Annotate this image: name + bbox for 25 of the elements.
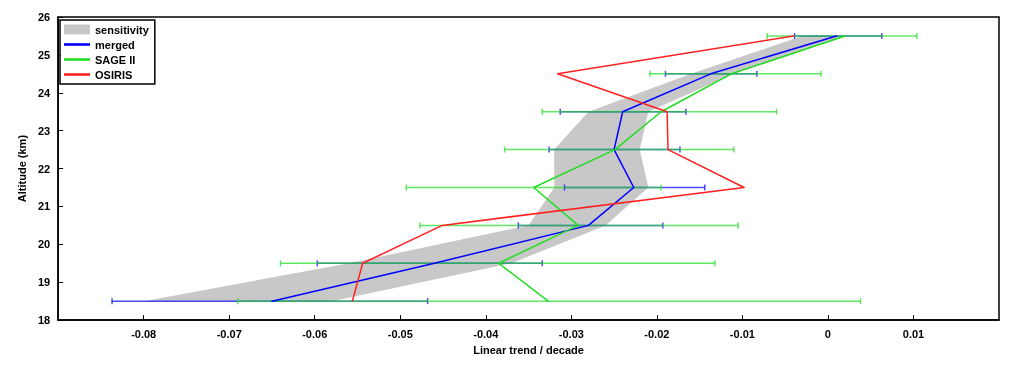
y-tick-label: 21 xyxy=(37,200,51,213)
y-tick-label: 26 xyxy=(37,11,51,23)
x-axis-title: Linear trend / decade xyxy=(473,343,584,356)
x-tick-label: -0.02 xyxy=(644,327,670,340)
y-tick-label: 18 xyxy=(37,314,51,327)
y-tick-label: 25 xyxy=(37,48,51,61)
x-tick-label: -0.06 xyxy=(302,327,328,340)
y-tick-label: 23 xyxy=(37,124,51,137)
x-tick-label: 0.01 xyxy=(902,327,925,340)
x-tick-label: -0.04 xyxy=(473,327,500,340)
y-axis-title: Altitude (km) xyxy=(15,134,28,203)
x-tick-label: -0.08 xyxy=(131,327,157,340)
x-tick-label: -0.03 xyxy=(558,327,584,340)
y-tick-label: 20 xyxy=(37,238,51,251)
legend-label: sensitivity xyxy=(95,23,150,36)
x-tick-label: -0.07 xyxy=(216,327,242,340)
legend-label: merged xyxy=(95,38,135,51)
y-tick-label: 22 xyxy=(37,162,51,175)
y-tick-label: 24 xyxy=(37,86,51,99)
x-tick-label: 0 xyxy=(824,327,831,340)
x-tick-label: -0.01 xyxy=(729,327,755,340)
legend-label: OSIRIS xyxy=(95,68,133,81)
y-tick-label: 19 xyxy=(37,276,51,289)
legend-label: SAGE II xyxy=(95,53,136,66)
x-tick-label: -0.05 xyxy=(387,327,413,340)
